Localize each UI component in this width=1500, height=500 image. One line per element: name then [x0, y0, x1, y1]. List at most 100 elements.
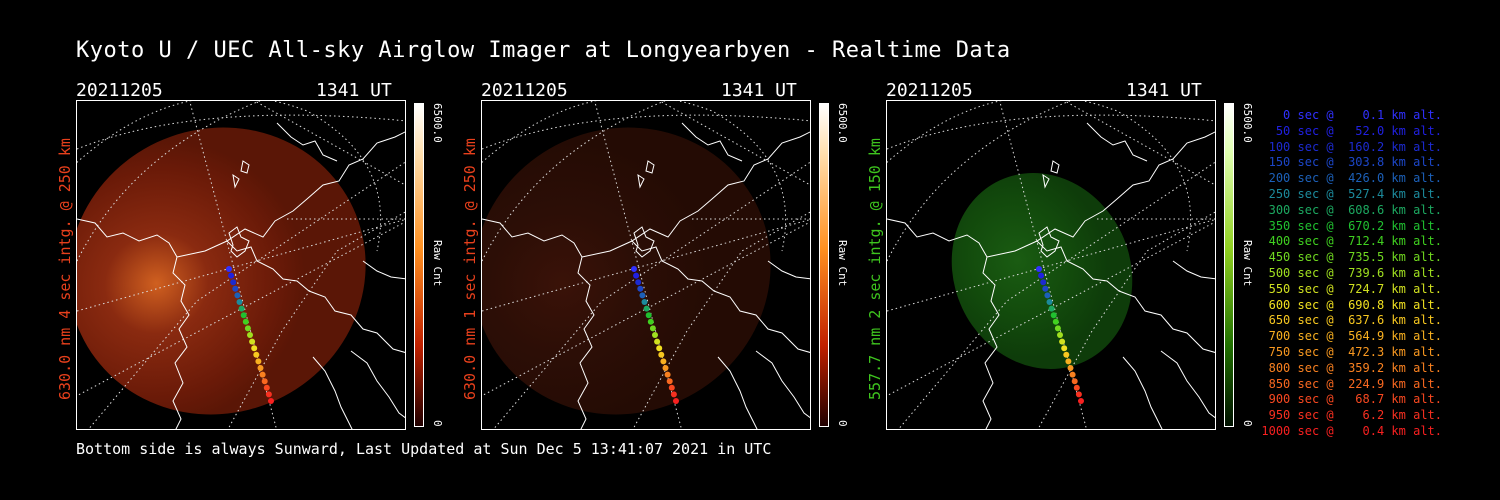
trajectory-point: [1057, 332, 1063, 338]
trajectory-point: [1075, 391, 1082, 398]
panel-2-time: 1341 UT: [721, 80, 797, 101]
graticule-line: [253, 101, 405, 186]
trajectory-point: [654, 338, 661, 345]
airglow-emission-area: [951, 173, 1133, 369]
legend-entry: 850 sec @ 224.9 km alt.: [1261, 376, 1442, 391]
trajectory-point: [645, 312, 652, 319]
panel-3-colorbar-min: 0: [1241, 420, 1254, 427]
legend-entry: 450 sec @ 735.5 km alt.: [1261, 250, 1442, 265]
legend-entry: 550 sec @ 724.7 km alt.: [1261, 281, 1442, 296]
trajectory-point: [242, 318, 249, 325]
legend-entry: 400 sec @ 712.4 km alt.: [1261, 234, 1442, 249]
panel-1-time: 1341 UT: [316, 80, 392, 101]
legend-entry: 50 sec @ 52.0 km alt.: [1261, 123, 1442, 138]
graticule-line: [898, 161, 1215, 429]
trajectory-point: [643, 305, 650, 312]
trajectory-point: [633, 272, 640, 279]
graticule-line: [77, 219, 405, 312]
panel-1-image: [76, 100, 406, 430]
trajectory-point: [666, 378, 673, 385]
panel-2-colorbar: [819, 103, 829, 427]
legend-entry: 350 sec @ 670.2 km alt.: [1261, 218, 1442, 233]
legend-entry: 250 sec @ 527.4 km alt.: [1261, 186, 1442, 201]
trajectory-point: [1059, 338, 1066, 345]
trajectory-point: [234, 292, 241, 299]
airglow-emission-area: [482, 127, 771, 415]
coastline: [482, 122, 810, 429]
graticule-line: [77, 221, 405, 397]
trajectory-point: [228, 272, 235, 279]
svalbard-coastline: [1038, 160, 1060, 258]
panel-1-colorbar: [414, 103, 424, 427]
panel-3-colorbar-max: 6500.0: [1241, 103, 1254, 143]
trajectory-point: [268, 398, 274, 404]
panel-3-colorbar-title: Raw Cnt: [1241, 240, 1254, 287]
panel-3-map: [887, 101, 1215, 429]
panel-1-date: 20211205: [76, 80, 163, 101]
trajectory-point: [1038, 272, 1045, 279]
trajectory-point: [247, 332, 253, 338]
svalbard-coastline: [228, 160, 250, 258]
trajectory-point: [236, 299, 243, 305]
legend-entry: 300 sec @ 608.6 km alt.: [1261, 202, 1442, 217]
trajectory-point: [1054, 325, 1061, 332]
trajectory-point: [649, 325, 656, 332]
graticule-line: [482, 114, 810, 150]
trajectory-legend: 0 sec @ 0.1 km alt. 50 sec @ 52.0 km alt…: [1261, 108, 1442, 440]
trajectory-point: [1078, 398, 1084, 404]
graticule-circle: [482, 101, 787, 252]
trajectory-point: [647, 318, 654, 325]
trajectory-point: [631, 266, 637, 272]
legend-entry: 800 sec @ 359.2 km alt.: [1261, 360, 1442, 375]
legend-entry: 200 sec @ 426.0 km alt.: [1261, 171, 1442, 186]
trajectory-point: [1040, 279, 1047, 286]
panel-3-date: 20211205: [886, 80, 973, 101]
graticule-circle: [77, 101, 382, 252]
coastline: [887, 122, 1215, 429]
trajectory-point: [1069, 371, 1076, 378]
trajectory-point: [664, 371, 671, 378]
trajectory-point: [244, 325, 251, 332]
trajectory-point: [1063, 351, 1070, 358]
panel-2-date: 20211205: [481, 80, 568, 101]
panel-2-colorbar-title: Raw Cnt: [836, 240, 849, 287]
panel-2-colorbar-max: 6500.0: [836, 103, 849, 143]
trajectory-point: [1065, 358, 1072, 365]
trajectory-point: [1061, 345, 1068, 352]
trajectory-point: [1071, 378, 1078, 385]
trajectory-point: [263, 384, 270, 391]
trajectory-point: [1044, 292, 1051, 299]
trajectory-point: [1048, 305, 1055, 312]
trajectory-point: [1046, 299, 1053, 305]
trajectory-point: [670, 391, 677, 398]
trajectory-point: [253, 351, 260, 358]
graticule-line: [1063, 101, 1215, 186]
panel-1-colorbar-max: 6500.0: [431, 103, 444, 143]
trajectory-point: [255, 358, 262, 365]
trajectory-point: [1067, 365, 1074, 371]
legend-entry: 100 sec @ 160.2 km alt.: [1261, 139, 1442, 154]
legend-entry: 750 sec @ 472.3 km alt.: [1261, 344, 1442, 359]
trajectory-point: [673, 398, 679, 404]
trajectory-point: [257, 365, 264, 371]
trajectory-point: [635, 279, 642, 286]
panel-1-colorbar-title: Raw Cnt: [431, 240, 444, 287]
legend-entry: 500 sec @ 739.6 km alt.: [1261, 265, 1442, 280]
graticule-line: [88, 161, 405, 429]
trajectory-point: [259, 371, 266, 378]
trajectory-point: [652, 332, 658, 338]
legend-entry: 650 sec @ 637.6 km alt.: [1261, 313, 1442, 328]
graticule-circle: [887, 101, 1192, 252]
legend-entry: 600 sec @ 690.8 km alt.: [1261, 297, 1442, 312]
trajectory-point: [261, 378, 268, 385]
trajectory-point: [226, 266, 232, 272]
trajectory-point: [658, 351, 665, 358]
panel-1-wavelength-label: 630.0 nm 4 sec intg. @ 250 km: [56, 138, 74, 400]
legend-entry: 1000 sec @ 0.4 km alt.: [1261, 423, 1442, 438]
trajectory-point: [232, 285, 239, 292]
trajectory-point: [660, 358, 667, 365]
trajectory-point: [230, 279, 237, 286]
legend-entry: 0 sec @ 0.1 km alt.: [1261, 108, 1442, 122]
panel-2-image: [481, 100, 811, 430]
trajectory-point: [637, 285, 644, 292]
